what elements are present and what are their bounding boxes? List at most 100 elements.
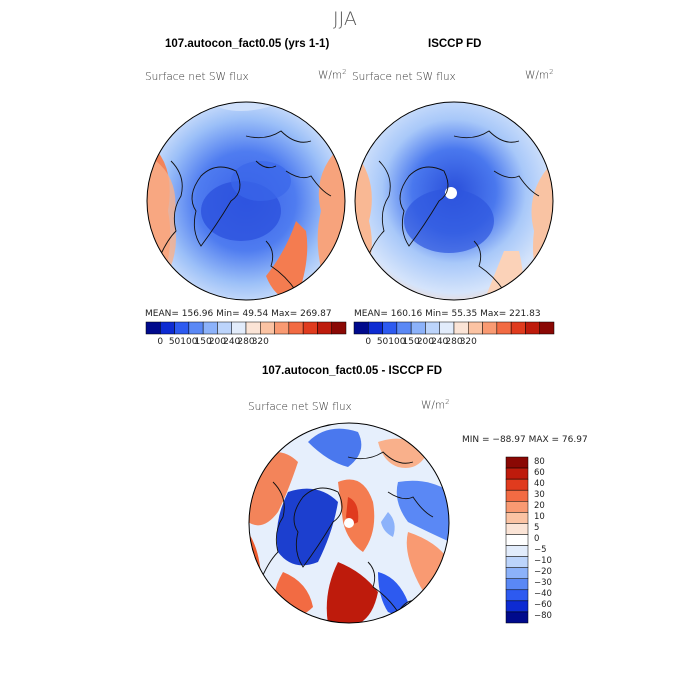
diff-polar-map (248, 422, 450, 624)
panel2-colorbar-swatch (410, 321, 426, 335)
diff-colorbar-swatch (505, 478, 529, 491)
panel2-colorbar-tick-label: 50 (376, 337, 389, 347)
diff-colorbar-swatch (505, 467, 529, 480)
panel1-colorbar-swatch (274, 321, 290, 335)
panel2-colorbar-swatch (453, 321, 469, 335)
diff-colorbar-tick-label: −20 (534, 567, 552, 578)
panel1-polar-map (146, 101, 346, 301)
diff-colorbar-swatch (505, 600, 529, 613)
diff-units: W/m2 (421, 398, 450, 412)
panel2-colorbar-swatch (496, 321, 512, 335)
panel2-colorbar-swatch (353, 321, 369, 335)
panel2-variable-label: Surface net SW flux (352, 71, 456, 83)
diff-colorbar-swatch (505, 501, 529, 513)
diff-colorbar-swatch (505, 456, 529, 469)
panel1-colorbar-swatch (260, 321, 275, 335)
panel2-colorbar-tick-label: 320 (459, 337, 477, 347)
diff-colorbar-tick-label: 30 (534, 489, 545, 500)
panel2-colorbar (353, 321, 555, 335)
panel2-colorbar-swatch (510, 321, 526, 335)
panel2-units: W/m2 (525, 68, 554, 82)
diff-colorbar-tick-label: 10 (534, 511, 545, 522)
panel1-colorbar-swatch (217, 321, 232, 335)
panel2-colorbar-swatch (368, 321, 383, 335)
diff-colorbar-tick-label: −10 (534, 556, 552, 567)
panel2-colorbar-ticks: 0 50 100 150 200 240 280 320 (354, 337, 554, 349)
panel1-colorbar-tick-label: 100 (180, 337, 198, 347)
panel2-colorbar-tick-label: 0 (365, 337, 372, 347)
panel1-colorbar-swatch (160, 321, 175, 335)
panel2-colorbar-swatch (468, 321, 483, 335)
diff-colorbar-tick-label: −60 (534, 600, 552, 611)
panel1-colorbar-swatch (174, 321, 190, 335)
panel1-title: 107.autocon_fact0.05 (yrs 1-1) (165, 38, 330, 50)
panel1-colorbar-swatch (231, 321, 247, 335)
diff-colorbar-swatch (505, 512, 529, 524)
diff-colorbar-swatch (505, 589, 529, 602)
panel1-colorbar-tick-label: 280 (237, 337, 255, 347)
panel1-colorbar-tick-label: 200 (208, 337, 227, 347)
panel2-map-boundary (354, 101, 554, 301)
diff-map-boundary (248, 422, 450, 624)
diff-stats: MIN = −88.97 MAX = 76.97 (462, 435, 588, 445)
panel2-title: ISCCP FD (428, 38, 482, 50)
panel1-colorbar-swatch (302, 321, 318, 335)
panel1-colorbar-tick-label: 0 (157, 337, 164, 347)
diff-pole-hole (344, 518, 354, 528)
panel1-variable-label: Surface net SW flux (145, 71, 249, 83)
diff-colorbar (505, 456, 529, 624)
panel1-colorbar-swatch (331, 321, 347, 335)
panel2-colorbar-tick-label: 280 (445, 337, 463, 347)
diff-colorbar-tick-label: −5 (534, 545, 547, 556)
diff-colorbar-tick-label: 80 (534, 456, 545, 467)
diff-colorbar-swatch (505, 567, 529, 579)
panel2-stats: MEAN= 160.16 Min= 55.35 Max= 221.83 (354, 309, 541, 319)
diff-colorbar-swatch (505, 489, 529, 502)
diff-colorbar-swatch (505, 545, 529, 557)
diff-colorbar-swatch (505, 578, 529, 591)
panel2-colorbar-tick-label: 150 (402, 337, 420, 347)
diff-colorbar-swatch (505, 556, 529, 568)
diff-colorbar-tick-label: 0 (534, 534, 540, 544)
diff-colorbar-tick-label: −30 (534, 578, 552, 589)
panel2-colorbar-swatch (439, 321, 455, 335)
panel2-pole-hole (445, 187, 457, 199)
diff-colorbar-tick-label: −80 (534, 611, 552, 622)
panel2-colorbar-tick-label: 100 (388, 337, 406, 347)
panel1-map-boundary (146, 101, 346, 301)
panel1-colorbar-tick-label: 240 (223, 337, 241, 347)
diff-colorbar-tick-label: 20 (534, 500, 545, 511)
diff-colorbar-tick-label: 5 (534, 522, 540, 533)
panel2-colorbar-swatch (425, 321, 440, 335)
diff-colorbar-swatch (505, 611, 529, 624)
diff-panel-title: 107.autocon_fact0.05 - ISCCP FD (262, 365, 443, 377)
panel2-colorbar-tick-label: 240 (431, 337, 449, 347)
diff-variable-label: Surface net SW flux (248, 401, 352, 413)
panel2-colorbar-swatch (525, 321, 540, 335)
panel1-colorbar-tick-label: 150 (194, 337, 212, 347)
panel2-colorbar-tick-label: 200 (416, 337, 435, 347)
panel2-colorbar-swatch (382, 321, 398, 335)
panel1-colorbar-swatch (145, 321, 161, 335)
panel2-colorbar-swatch (396, 321, 412, 335)
panel1-colorbar-swatch (288, 321, 304, 335)
panel1-colorbar-swatch (317, 321, 332, 335)
panel1-units: W/m2 (318, 68, 347, 82)
panel1-colorbar-ticks: 0 50 100 150 200 240 280 320 (146, 337, 346, 349)
panel1-colorbar-tick-label: 320 (251, 337, 269, 347)
panel1-stats: MEAN= 156.96 Min= 49.54 Max= 269.87 (145, 309, 332, 319)
diff-colorbar-tick-label: 60 (534, 467, 545, 478)
panel1-colorbar-swatch (245, 321, 261, 335)
panel1-colorbar-tick-label: 50 (168, 337, 181, 347)
diff-colorbar-swatch (505, 534, 529, 546)
panel1-colorbar-swatch (188, 321, 204, 335)
panel1-colorbar-swatch (202, 321, 218, 335)
diff-colorbar-tick-label: 40 (534, 478, 545, 489)
diff-colorbar-swatch (505, 523, 529, 535)
panel2-polar-map (354, 101, 554, 301)
panel2-colorbar-swatch (539, 321, 555, 335)
diff-colorbar-tick-label: −40 (534, 589, 552, 600)
figure-title: JJA (333, 8, 357, 30)
panel1-colorbar (145, 321, 347, 335)
panel2-colorbar-swatch (482, 321, 498, 335)
